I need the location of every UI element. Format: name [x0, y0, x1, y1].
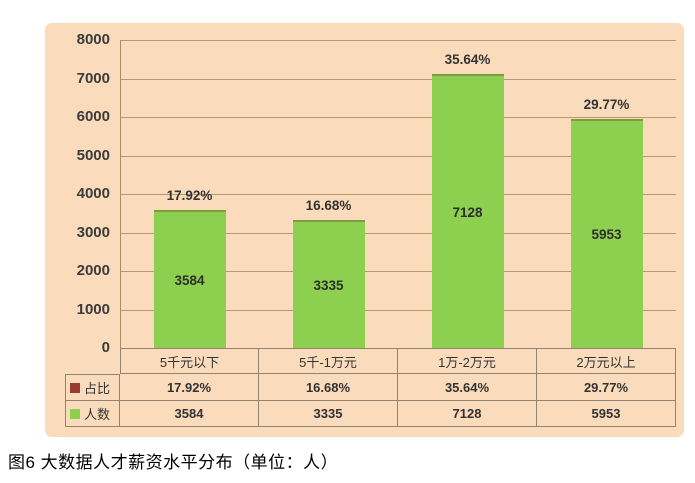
table-value-cell: 17.92%	[120, 374, 259, 401]
bar-percentage-label: 16.68%	[305, 198, 352, 213]
y-axis-tick-label: 0	[101, 339, 110, 356]
series-name-label: 占比	[84, 381, 111, 396]
legend-swatch-icon	[70, 408, 80, 419]
category-header-cell: 5千元以下	[120, 348, 259, 374]
gridline	[120, 271, 676, 272]
gridline	[120, 40, 676, 41]
y-axis-tick-label: 3000	[76, 223, 110, 241]
y-axis-tick-label: 6000	[76, 108, 110, 125]
chart-panel: 3584 17.92% 3335 16.68% 7128 35.64% 5953 29.77%…	[45, 23, 684, 437]
legend-cell: 占比	[65, 374, 120, 401]
bar-value-label: 7128	[452, 204, 483, 220]
legend-swatch-icon	[70, 382, 80, 393]
bar-value-label: 3584	[174, 272, 205, 288]
table-value-cell: 5953	[537, 401, 676, 427]
category-header-cell: 5千-1万元	[259, 348, 398, 374]
table-value-cell: 3584	[120, 401, 259, 427]
data-table: 5千元以下 5千-1万元 1万-2万元 2万元以上占比 17.92% 16.68% 35.6…	[65, 348, 676, 427]
plot-area: 3584 17.92% 3335 16.68% 7128 35.64% 5953 29.77%	[120, 40, 676, 348]
bar-percentage-label: 35.64%	[444, 52, 491, 67]
y-axis-tick-label: 2000	[76, 262, 110, 279]
bar: 7128	[431, 74, 504, 348]
gridline	[120, 309, 676, 311]
legend-cell: 人数	[65, 401, 120, 427]
category-header-cell: 1万-2万元	[398, 348, 537, 374]
bar-value-label: 3335	[313, 277, 344, 293]
y-axis-tick-label: 1000	[76, 300, 110, 318]
bar: 5953	[570, 119, 643, 348]
gridline	[120, 155, 676, 157]
series-name-label: 人数	[84, 407, 111, 422]
table-value-cell: 7128	[398, 401, 537, 427]
table-value-cell: 29.77%	[537, 374, 676, 401]
bar: 3335	[292, 220, 365, 348]
category-header-cell: 2万元以上	[537, 348, 676, 374]
table-value-cell: 3335	[259, 401, 398, 427]
figure-caption: 图6 大数据人才薪资水平分布（单位：人）	[8, 453, 339, 472]
bar-value-label: 5953	[591, 227, 622, 242]
gridline	[120, 117, 676, 118]
bar: 3584	[153, 210, 226, 348]
gridline	[120, 232, 676, 234]
gridline	[120, 78, 676, 80]
y-axis-tick-label: 8000	[76, 31, 110, 48]
bar-percentage-label: 17.92%	[166, 188, 213, 203]
gridline	[120, 194, 676, 195]
y-axis-tick-label: 7000	[76, 69, 110, 87]
y-axis-tick-label: 5000	[76, 146, 110, 164]
bar-percentage-label: 29.77%	[583, 97, 630, 112]
table-value-cell: 16.68%	[259, 374, 398, 401]
table-value-cell: 35.64%	[398, 374, 537, 401]
y-axis-tick-label: 4000	[76, 185, 110, 202]
